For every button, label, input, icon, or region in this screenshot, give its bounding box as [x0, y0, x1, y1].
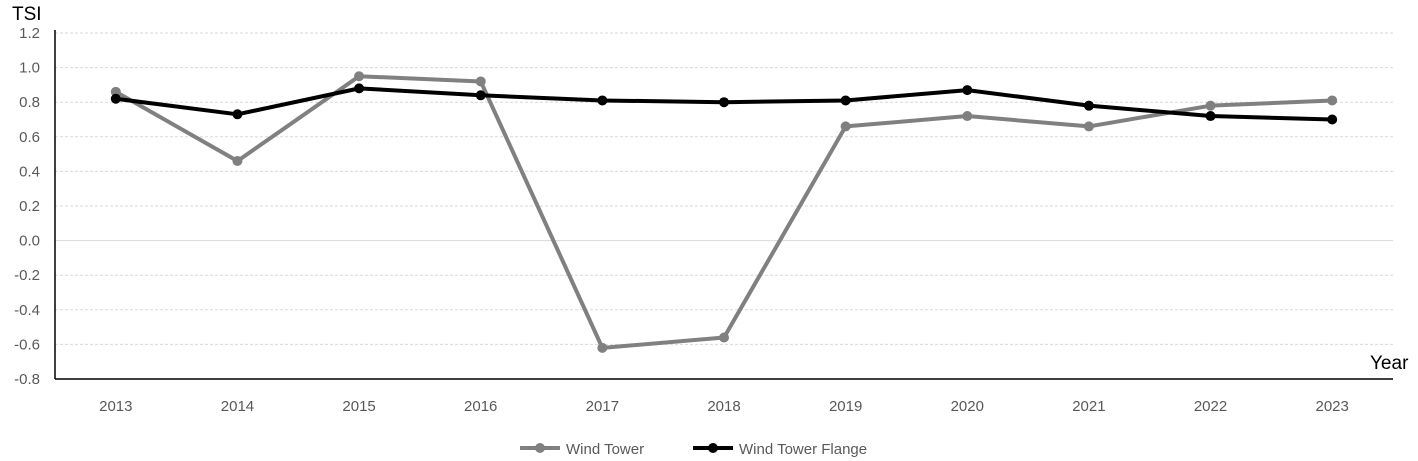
x-axis-title: Year	[1370, 353, 1409, 374]
data-point	[110, 93, 121, 104]
gridlines	[55, 32, 1393, 345]
legend-label: Wind Tower	[566, 441, 644, 458]
data-point	[475, 90, 486, 101]
data-point	[475, 76, 486, 87]
data-point	[232, 109, 243, 120]
series-wind-tower-flange	[110, 83, 1338, 125]
y-tick-labels: -0.8 -0.6 -0.4 -0.2 0.0 0.2 0.4 0.6 0.8 1.0 1.2	[14, 25, 40, 388]
legend-marker	[535, 443, 545, 453]
y-tick-label: 0.4	[19, 163, 40, 180]
legend-item: Wind Tower Flange	[693, 441, 867, 458]
legend-marker	[708, 443, 718, 453]
data-point	[1327, 114, 1338, 125]
x-tick-label: 2014	[221, 398, 254, 415]
x-tick-label: 2020	[951, 398, 984, 415]
x-tick-label: 2021	[1072, 398, 1105, 415]
y-tick-label: -0.4	[14, 302, 40, 319]
y-tick-label: 1.2	[19, 25, 40, 42]
x-tick-label: 2013	[99, 398, 132, 415]
axes	[54, 30, 1393, 380]
data-point	[597, 342, 608, 353]
data-point	[1083, 121, 1094, 132]
x-tick-label: 2019	[829, 398, 862, 415]
series-lines	[110, 71, 1338, 353]
y-tick-label: 0.8	[19, 94, 40, 111]
x-tick-label: 2015	[342, 398, 375, 415]
y-tick-label: -0.8	[14, 371, 40, 388]
data-point	[597, 95, 608, 106]
y-tick-label: 0.0	[19, 233, 40, 250]
data-point	[110, 86, 121, 97]
x-tick-label: 2022	[1194, 398, 1227, 415]
x-tick-labels: 2013 2014 2015 2016 2017 2018 2019 2020 2021 2022…	[99, 398, 1349, 415]
y-tick-label: 1.0	[19, 60, 40, 77]
series-wind-tower	[110, 71, 1338, 353]
y-tick-label: -0.6	[14, 336, 40, 353]
x-tick-label: 2016	[464, 398, 497, 415]
legend-item: Wind Tower	[520, 441, 644, 458]
data-point	[840, 121, 851, 132]
data-point	[232, 156, 243, 167]
legend-label: Wind Tower Flange	[739, 441, 867, 458]
series-line	[114, 74, 1333, 350]
data-point	[1327, 95, 1338, 106]
data-point	[719, 97, 729, 108]
data-point	[719, 332, 729, 343]
data-point	[354, 71, 365, 82]
y-tick-label: -0.2	[14, 267, 40, 284]
data-point	[840, 95, 851, 106]
legend: Wind Tower Wind Tower Flange	[520, 441, 867, 458]
data-point	[1205, 111, 1216, 122]
y-tick-label: 0.2	[19, 198, 40, 215]
x-tick-label: 2018	[707, 398, 740, 415]
y-tick-label: 0.6	[19, 129, 40, 146]
x-tick-label: 2017	[586, 398, 619, 415]
y-axis-title: TSI	[12, 4, 42, 25]
data-point	[962, 85, 973, 96]
data-point	[1083, 100, 1094, 111]
data-point	[962, 111, 973, 122]
data-point	[1205, 100, 1216, 111]
data-point	[354, 83, 365, 94]
x-tick-label: 2023	[1315, 398, 1348, 415]
